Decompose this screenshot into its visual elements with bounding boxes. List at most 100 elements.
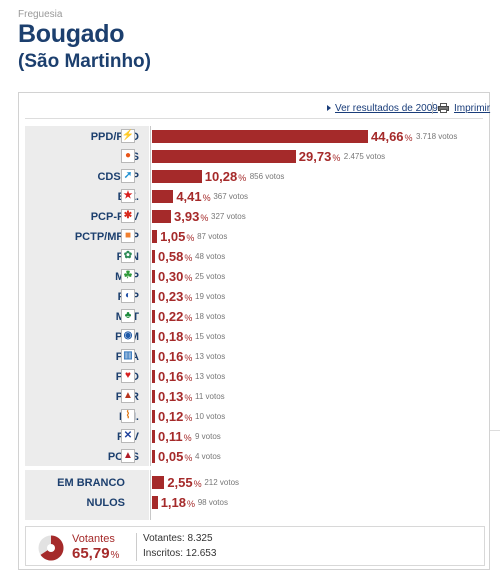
result-percent-value: 0,05 — [158, 449, 184, 464]
result-votes: 4 votos — [195, 452, 221, 461]
result-votes: 13 votos — [195, 372, 226, 381]
percent-symbol: % — [184, 253, 193, 263]
pctp-mrpp-icon: ■ — [121, 229, 135, 243]
result-row: CDS-PP ➚ 10,28% 856 votos — [25, 167, 485, 187]
result-percent-value: 44,66 — [371, 129, 404, 144]
ppm-crown-icon: ◉ — [121, 329, 135, 343]
result-percent: 0,16% — [158, 369, 192, 384]
result-bar — [152, 290, 155, 303]
previous-results-link[interactable]: Ver resultados de 2009 — [335, 103, 438, 114]
percent-symbol: % — [184, 373, 193, 383]
result-percent: 4,41% — [176, 189, 210, 204]
percent-symbol: % — [184, 273, 193, 283]
result-percent: 0,16% — [158, 349, 192, 364]
result-bar — [152, 170, 202, 183]
result-percent-value: 0,11 — [158, 429, 183, 444]
result-percent-value: 3,93 — [174, 209, 200, 224]
print-link[interactable]: Imprimir — [454, 103, 491, 114]
result-percent: 0,11% — [158, 429, 192, 444]
result-row: MPT♣0,22%18 votos — [25, 307, 485, 327]
result-bar — [152, 430, 155, 443]
result-row: B.E.★4,41%367 votos — [25, 187, 485, 207]
result-row: PAN✿0,58%48 votos — [25, 247, 485, 267]
turnout-label: Votantes — [72, 533, 115, 545]
arrow-right-icon — [327, 105, 331, 111]
percent-symbol: % — [184, 393, 193, 403]
toolbar-separator — [432, 102, 433, 114]
result-bar — [152, 250, 155, 263]
percent-symbol: % — [184, 353, 193, 363]
be-star-icon: ★ — [121, 189, 135, 203]
turnout-box: Votantes 65,79% Votantes: 8.325 Inscrito… — [25, 526, 485, 566]
stats-separator — [136, 533, 137, 561]
result-votes: 856 votos — [249, 172, 285, 181]
pan-icon: ✿ — [121, 249, 135, 263]
result-row: PS●29,73%2.475 votos — [25, 147, 485, 167]
result-percent: 0,18% — [158, 329, 192, 344]
result-percent: 2,55% — [167, 475, 201, 490]
ppd-psd-arrow-icon: ⚡ — [121, 129, 135, 143]
divider — [490, 430, 500, 431]
result-row: PTP◐0,23%19 votos — [25, 287, 485, 307]
percent-symbol: % — [202, 193, 211, 203]
percent-symbol: % — [184, 413, 193, 423]
turnout-pie-chart — [38, 535, 64, 561]
result-row: PPV✕0,11%9 votos — [25, 427, 485, 447]
result-percent-value: 0,16 — [158, 369, 184, 384]
result-row: MEP☘0,30%25 votos — [25, 267, 485, 287]
toolbar: Ver resultados de 2009 Imprimir — [25, 97, 490, 119]
axis-line — [150, 126, 151, 466]
result-percent-value: 0,30 — [158, 269, 184, 284]
page-subtitle: (São Martinho) — [18, 51, 151, 72]
result-percent-value: 1,05 — [160, 229, 186, 244]
mep-leaf-icon: ☘ — [121, 269, 135, 283]
result-bar — [152, 370, 155, 383]
result-percent-value: 1,18 — [160, 495, 187, 510]
result-percent-value: 2,55 — [167, 475, 193, 490]
page-title: Bougado — [18, 20, 125, 48]
result-votes: 48 votos — [195, 252, 226, 261]
result-row: PPM◉0,18%15 votos — [25, 327, 485, 347]
result-bar — [152, 270, 155, 283]
party-name: NULOS — [86, 497, 126, 509]
percent-symbol: % — [332, 153, 341, 163]
printer-icon[interactable] — [438, 103, 449, 113]
result-percent: 0,30% — [158, 269, 192, 284]
result-votes: 25 votos — [195, 272, 226, 281]
result-bar — [152, 230, 158, 243]
result-percent-value: 0,18 — [158, 329, 184, 344]
pnr-flame-icon: ▲ — [121, 389, 135, 403]
result-bar — [152, 310, 155, 323]
result-votes: 98 votos — [197, 498, 228, 507]
result-row: NULOS 1,18% 98 votos — [25, 493, 485, 513]
result-votes: 2.475 votos — [343, 152, 386, 161]
result-percent: 29,73% — [299, 149, 341, 164]
results-panel: Ver resultados de 2009 Imprimir PPD/PSD ⚡… — [18, 92, 490, 570]
result-votes: 367 votos — [213, 192, 249, 201]
voters-count: Votantes: 8.325 — [143, 533, 213, 544]
result-votes: 3.718 votos — [416, 132, 458, 141]
ppv-cross-icon: ✕ — [121, 429, 135, 443]
result-bar — [152, 476, 165, 489]
result-votes: 15 votos — [195, 332, 226, 341]
turnout-percent: 65,79% — [72, 545, 119, 562]
registered-count: Inscritos: 12.653 — [143, 548, 217, 559]
result-bar — [152, 350, 155, 363]
result-bar — [152, 330, 155, 343]
result-percent: 1,18% — [161, 495, 195, 510]
result-percent: 0,13% — [158, 389, 192, 404]
result-row: POUS▲0,05%4 votos — [25, 447, 485, 467]
result-votes: 87 votos — [197, 232, 228, 241]
result-percent-value: 0,23 — [158, 289, 184, 304]
percent-symbol: % — [186, 233, 195, 243]
result-bar — [152, 210, 171, 223]
result-percent: 0,12% — [158, 409, 192, 424]
percent-symbol: % — [200, 213, 209, 223]
pnd-heart-icon: ♥ — [121, 369, 135, 383]
result-bar — [152, 150, 296, 163]
result-percent-value: 0,16 — [158, 349, 184, 364]
result-percent: 10,28% — [205, 169, 247, 184]
result-percent: 0,05% — [158, 449, 192, 464]
ptp-swirl-icon: ◐ — [121, 289, 135, 303]
result-votes: 19 votos — [195, 292, 226, 301]
